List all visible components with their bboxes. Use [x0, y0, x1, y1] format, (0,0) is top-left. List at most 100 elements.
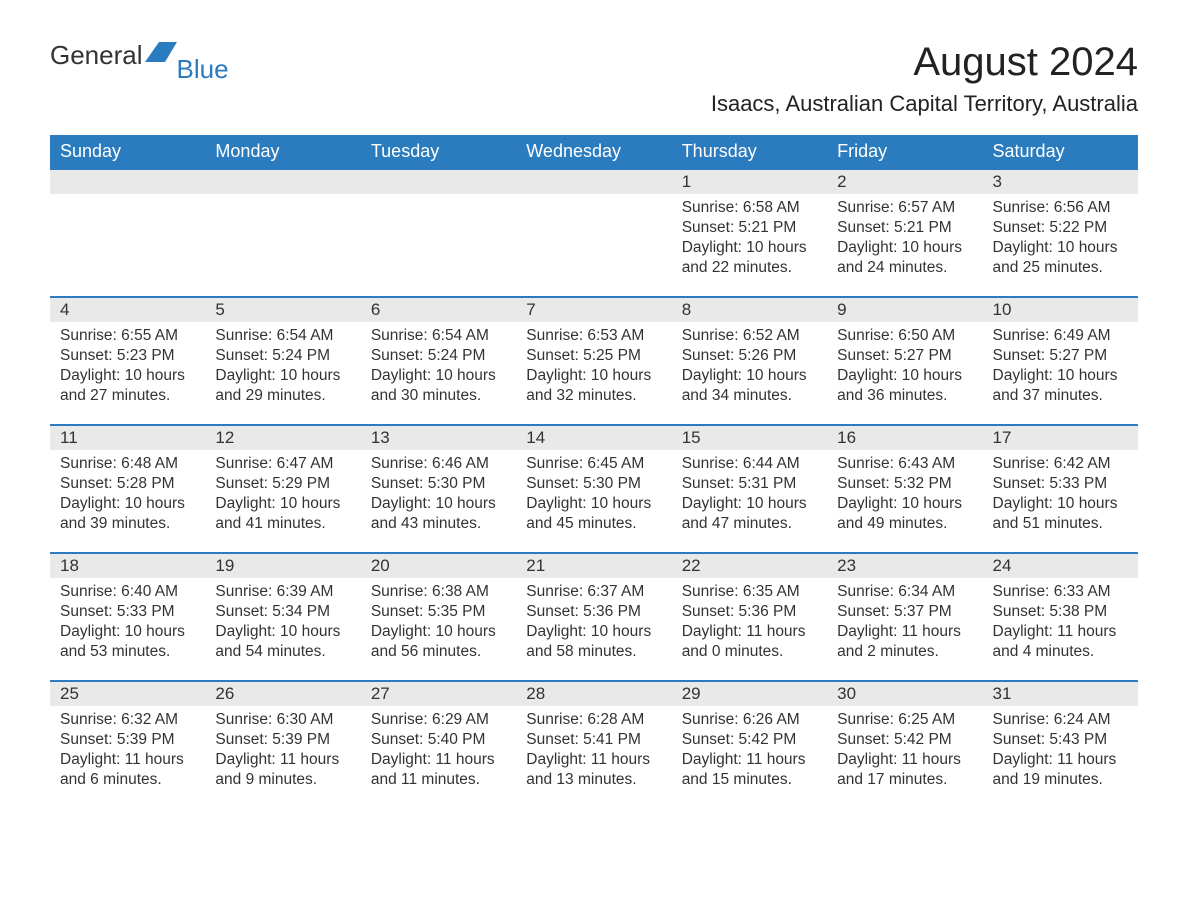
daylight-line: Daylight: 11 hours [993, 750, 1128, 770]
sunrise-line: Sunrise: 6:54 AM [371, 326, 506, 346]
daylight-line: Daylight: 10 hours [993, 238, 1128, 258]
day-number: 13 [361, 426, 516, 450]
logo-text-general: General [50, 40, 143, 71]
daylight-line: Daylight: 10 hours [60, 494, 195, 514]
daylight-line: Daylight: 10 hours [371, 366, 506, 386]
calendar-cell: 6Sunrise: 6:54 AMSunset: 5:24 PMDaylight… [361, 298, 516, 424]
day-data: Sunrise: 6:28 AMSunset: 5:41 PMDaylight:… [516, 706, 671, 801]
day-data: Sunrise: 6:34 AMSunset: 5:37 PMDaylight:… [827, 578, 982, 673]
sunset-line: Sunset: 5:42 PM [682, 730, 817, 750]
sunrise-line: Sunrise: 6:25 AM [837, 710, 972, 730]
daylight-line: Daylight: 10 hours [215, 494, 350, 514]
calendar-cell: 4Sunrise: 6:55 AMSunset: 5:23 PMDaylight… [50, 298, 205, 424]
daylight-line: Daylight: 11 hours [837, 750, 972, 770]
calendar-cell: 1Sunrise: 6:58 AMSunset: 5:21 PMDaylight… [672, 170, 827, 296]
daylight-line: and 56 minutes. [371, 642, 506, 662]
calendar-cell: 31Sunrise: 6:24 AMSunset: 5:43 PMDayligh… [983, 682, 1138, 808]
daylight-line: and 39 minutes. [60, 514, 195, 534]
daylight-line: Daylight: 11 hours [60, 750, 195, 770]
daylight-line: and 2 minutes. [837, 642, 972, 662]
daylight-line: and 15 minutes. [682, 770, 817, 790]
day-data: Sunrise: 6:42 AMSunset: 5:33 PMDaylight:… [983, 450, 1138, 545]
daylight-line: Daylight: 10 hours [371, 494, 506, 514]
sunset-line: Sunset: 5:42 PM [837, 730, 972, 750]
day-data: Sunrise: 6:57 AMSunset: 5:21 PMDaylight:… [827, 194, 982, 289]
sunset-line: Sunset: 5:31 PM [682, 474, 817, 494]
sunrise-line: Sunrise: 6:52 AM [682, 326, 817, 346]
sunrise-line: Sunrise: 6:56 AM [993, 198, 1128, 218]
sunset-line: Sunset: 5:41 PM [526, 730, 661, 750]
sunset-line: Sunset: 5:34 PM [215, 602, 350, 622]
sunrise-line: Sunrise: 6:28 AM [526, 710, 661, 730]
daylight-line: and 49 minutes. [837, 514, 972, 534]
calendar: SundayMondayTuesdayWednesdayThursdayFrid… [50, 135, 1138, 808]
day-number: 18 [50, 554, 205, 578]
day-data: Sunrise: 6:49 AMSunset: 5:27 PMDaylight:… [983, 322, 1138, 417]
day-number: 6 [361, 298, 516, 322]
day-number: 8 [672, 298, 827, 322]
calendar-cell: 30Sunrise: 6:25 AMSunset: 5:42 PMDayligh… [827, 682, 982, 808]
calendar-cell: 25Sunrise: 6:32 AMSunset: 5:39 PMDayligh… [50, 682, 205, 808]
sunset-line: Sunset: 5:27 PM [993, 346, 1128, 366]
calendar-cell: 9Sunrise: 6:50 AMSunset: 5:27 PMDaylight… [827, 298, 982, 424]
header: General Blue August 2024 Isaacs, Austral… [50, 40, 1138, 117]
daylight-line: Daylight: 11 hours [993, 622, 1128, 642]
calendar-cell: 28Sunrise: 6:28 AMSunset: 5:41 PMDayligh… [516, 682, 671, 808]
calendar-cell: 5Sunrise: 6:54 AMSunset: 5:24 PMDaylight… [205, 298, 360, 424]
sunset-line: Sunset: 5:30 PM [371, 474, 506, 494]
calendar-cell [361, 170, 516, 296]
sunset-line: Sunset: 5:35 PM [371, 602, 506, 622]
dayheader-wednesday: Wednesday [516, 135, 671, 168]
day-number: 14 [516, 426, 671, 450]
daylight-line: Daylight: 11 hours [526, 750, 661, 770]
day-data: Sunrise: 6:35 AMSunset: 5:36 PMDaylight:… [672, 578, 827, 673]
day-data: Sunrise: 6:30 AMSunset: 5:39 PMDaylight:… [205, 706, 360, 801]
sunrise-line: Sunrise: 6:48 AM [60, 454, 195, 474]
daylight-line: Daylight: 10 hours [526, 494, 661, 514]
week-row: 18Sunrise: 6:40 AMSunset: 5:33 PMDayligh… [50, 552, 1138, 680]
calendar-cell: 26Sunrise: 6:30 AMSunset: 5:39 PMDayligh… [205, 682, 360, 808]
sunrise-line: Sunrise: 6:34 AM [837, 582, 972, 602]
sunrise-line: Sunrise: 6:40 AM [60, 582, 195, 602]
daylight-line: Daylight: 10 hours [993, 366, 1128, 386]
dayheader-monday: Monday [205, 135, 360, 168]
day-data: Sunrise: 6:54 AMSunset: 5:24 PMDaylight:… [361, 322, 516, 417]
calendar-cell: 24Sunrise: 6:33 AMSunset: 5:38 PMDayligh… [983, 554, 1138, 680]
day-data: Sunrise: 6:39 AMSunset: 5:34 PMDaylight:… [205, 578, 360, 673]
daylight-line: and 32 minutes. [526, 386, 661, 406]
daylight-line: and 4 minutes. [993, 642, 1128, 662]
calendar-cell: 12Sunrise: 6:47 AMSunset: 5:29 PMDayligh… [205, 426, 360, 552]
sunrise-line: Sunrise: 6:46 AM [371, 454, 506, 474]
day-data: Sunrise: 6:37 AMSunset: 5:36 PMDaylight:… [516, 578, 671, 673]
daylight-line: Daylight: 10 hours [60, 366, 195, 386]
daylight-line: and 30 minutes. [371, 386, 506, 406]
calendar-cell: 2Sunrise: 6:57 AMSunset: 5:21 PMDaylight… [827, 170, 982, 296]
day-number [361, 170, 516, 194]
calendar-cell: 10Sunrise: 6:49 AMSunset: 5:27 PMDayligh… [983, 298, 1138, 424]
day-number: 10 [983, 298, 1138, 322]
location-subtitle: Isaacs, Australian Capital Territory, Au… [711, 91, 1138, 117]
sunset-line: Sunset: 5:33 PM [993, 474, 1128, 494]
day-data: Sunrise: 6:44 AMSunset: 5:31 PMDaylight:… [672, 450, 827, 545]
dayheader-thursday: Thursday [672, 135, 827, 168]
dayheader-saturday: Saturday [983, 135, 1138, 168]
daylight-line: and 45 minutes. [526, 514, 661, 534]
daylight-line: Daylight: 10 hours [837, 366, 972, 386]
daylight-line: and 58 minutes. [526, 642, 661, 662]
daylight-line: and 0 minutes. [682, 642, 817, 662]
daylight-line: and 34 minutes. [682, 386, 817, 406]
day-number: 29 [672, 682, 827, 706]
day-data: Sunrise: 6:58 AMSunset: 5:21 PMDaylight:… [672, 194, 827, 289]
day-data: Sunrise: 6:25 AMSunset: 5:42 PMDaylight:… [827, 706, 982, 801]
day-number: 3 [983, 170, 1138, 194]
day-data: Sunrise: 6:45 AMSunset: 5:30 PMDaylight:… [516, 450, 671, 545]
month-title: August 2024 [711, 40, 1138, 85]
day-data: Sunrise: 6:50 AMSunset: 5:27 PMDaylight:… [827, 322, 982, 417]
sunset-line: Sunset: 5:36 PM [526, 602, 661, 622]
daylight-line: Daylight: 10 hours [682, 366, 817, 386]
title-block: August 2024 Isaacs, Australian Capital T… [711, 40, 1138, 117]
sunset-line: Sunset: 5:30 PM [526, 474, 661, 494]
week-row: 1Sunrise: 6:58 AMSunset: 5:21 PMDaylight… [50, 168, 1138, 296]
day-data: Sunrise: 6:38 AMSunset: 5:35 PMDaylight:… [361, 578, 516, 673]
day-number: 5 [205, 298, 360, 322]
